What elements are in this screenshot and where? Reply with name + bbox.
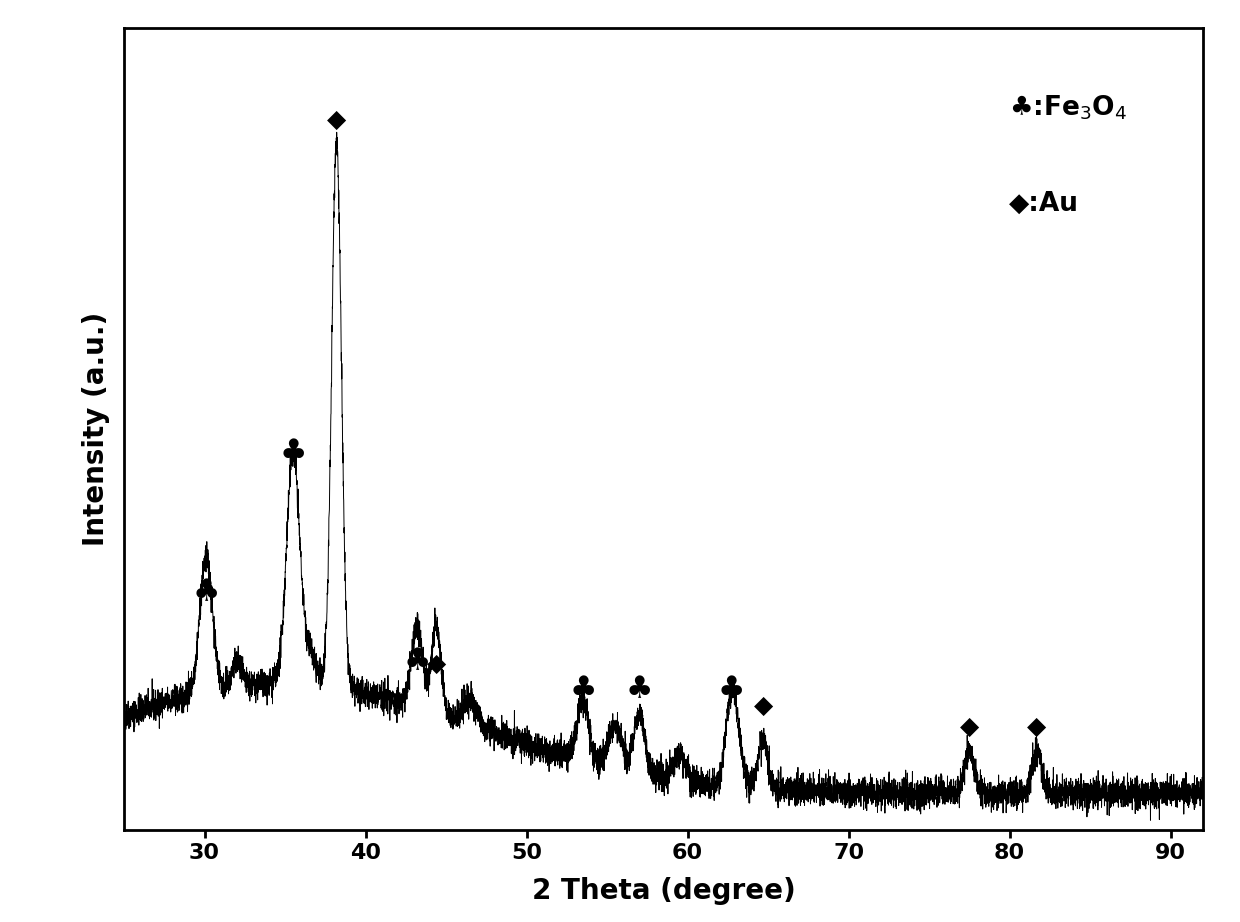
- Text: ♣: ♣: [192, 577, 219, 607]
- Text: ♣: ♣: [625, 675, 653, 704]
- Text: ♣: ♣: [279, 438, 306, 467]
- Text: ♣:Fe$_3$O$_4$: ♣:Fe$_3$O$_4$: [1008, 94, 1127, 122]
- Text: ◆: ◆: [754, 694, 773, 718]
- Text: ◆: ◆: [1027, 715, 1047, 739]
- Text: ◆: ◆: [327, 108, 346, 132]
- Text: ◆: ◆: [427, 653, 446, 677]
- Text: ♣: ♣: [403, 647, 430, 677]
- X-axis label: 2 Theta (degree): 2 Theta (degree): [532, 877, 795, 904]
- Text: ◆: ◆: [960, 715, 978, 739]
- Y-axis label: Intensity (a.u.): Intensity (a.u.): [82, 312, 110, 546]
- Text: ◆:Au: ◆:Au: [1008, 191, 1079, 217]
- Text: ♣: ♣: [717, 675, 745, 704]
- Text: ♣: ♣: [569, 675, 596, 704]
